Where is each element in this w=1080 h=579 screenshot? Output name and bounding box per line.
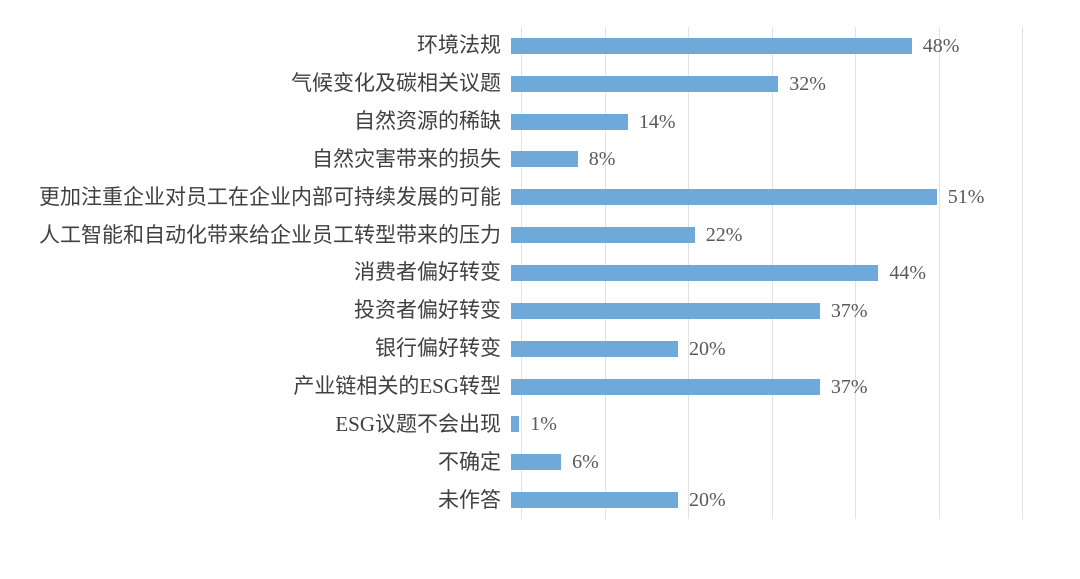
bar (511, 264, 879, 281)
category-label: 更加注重企业对员工在企业内部可持续发展的可能 (39, 184, 501, 209)
value-label: 6% (572, 451, 599, 474)
bar-track: 32% (511, 65, 1080, 103)
gridline (1022, 27, 1023, 519)
bar-track: 14% (511, 103, 1080, 141)
chart-row: 投资者偏好转变 37% (0, 292, 1080, 330)
chart-row: 产业链相关的ESG转型 37% (0, 368, 1080, 406)
chart-row: 未作答 20% (0, 481, 1080, 519)
category-label: 自然灾害带来的损失 (312, 146, 501, 171)
value-label: 37% (830, 299, 868, 322)
category-label: 不确定 (438, 449, 501, 474)
bar-track: 44% (511, 254, 1080, 292)
chart-row: 气候变化及碳相关议题 32% (0, 65, 1080, 103)
bar-track: 37% (511, 292, 1080, 330)
category-label: 未作答 (438, 487, 501, 512)
category-label: 投资者偏好转变 (354, 298, 501, 323)
chart-row: 环境法规 48% (0, 27, 1080, 65)
category-label: 气候变化及碳相关议题 (291, 71, 501, 96)
value-label: 8% (588, 148, 616, 171)
category-label: 产业链相关的ESG转型 (293, 374, 501, 399)
value-label: 14% (638, 110, 676, 133)
bar-track: 37% (511, 368, 1080, 406)
category-label: 银行偏好转变 (375, 336, 501, 361)
bar (511, 227, 695, 244)
bar (511, 75, 779, 92)
chart-row: 消费者偏好转变 44% (0, 254, 1080, 292)
bar (511, 37, 912, 54)
value-label: 37% (830, 375, 868, 398)
chart-row: 更加注重企业对员工在企业内部可持续发展的可能 51% (0, 178, 1080, 216)
bar (511, 302, 820, 319)
chart-row: ESG议题不会出现 1% (0, 405, 1080, 443)
value-label: 32% (789, 72, 826, 95)
bar-track: 48% (511, 27, 1080, 65)
chart-row: 银行偏好转变 20% (0, 330, 1080, 368)
category-label: 自然资源的稀缺 (354, 109, 501, 134)
gridline (938, 27, 940, 519)
bar (511, 454, 562, 471)
bar (511, 189, 937, 206)
bar-track: 22% (511, 216, 1080, 254)
bar-track: 1% (511, 405, 1080, 443)
bar (511, 151, 578, 168)
chart-row: 自然资源的稀缺 14% (0, 103, 1080, 141)
value-label: 22% (705, 224, 743, 247)
category-label: 环境法规 (417, 33, 501, 58)
category-label: 人工智能和自动化带来给企业员工转型带来的压力 (39, 222, 501, 247)
category-label: ESG议题不会出现 (335, 411, 501, 436)
bar-track: 6% (511, 443, 1080, 481)
bar-track: 20% (511, 481, 1080, 519)
bar (511, 113, 628, 130)
bar (511, 416, 520, 433)
value-label: 1% (530, 413, 557, 436)
category-label: 消费者偏好转变 (354, 260, 501, 285)
chart-row: 不确定 6% (0, 443, 1080, 481)
value-label: 44% (889, 261, 927, 284)
bar (511, 340, 678, 357)
bar-track: 20% (511, 330, 1080, 368)
value-label: 20% (689, 489, 726, 512)
rows-layer: 环境法规 48% 气候变化及碳相关议题 32% 自然资源的稀缺 14% 自然灾害带来的损失 8… (0, 27, 1080, 519)
bar-track: 51% (511, 178, 1080, 216)
bar (511, 492, 678, 509)
chart-row: 自然灾害带来的损失 8% (0, 141, 1080, 179)
chart-row: 人工智能和自动化带来给企业员工转型带来的压力 22% (0, 216, 1080, 254)
bar (511, 378, 820, 395)
value-label: 51% (947, 186, 985, 209)
bar-track: 8% (511, 141, 1080, 179)
value-label: 48% (922, 34, 960, 57)
value-label: 20% (689, 337, 726, 360)
